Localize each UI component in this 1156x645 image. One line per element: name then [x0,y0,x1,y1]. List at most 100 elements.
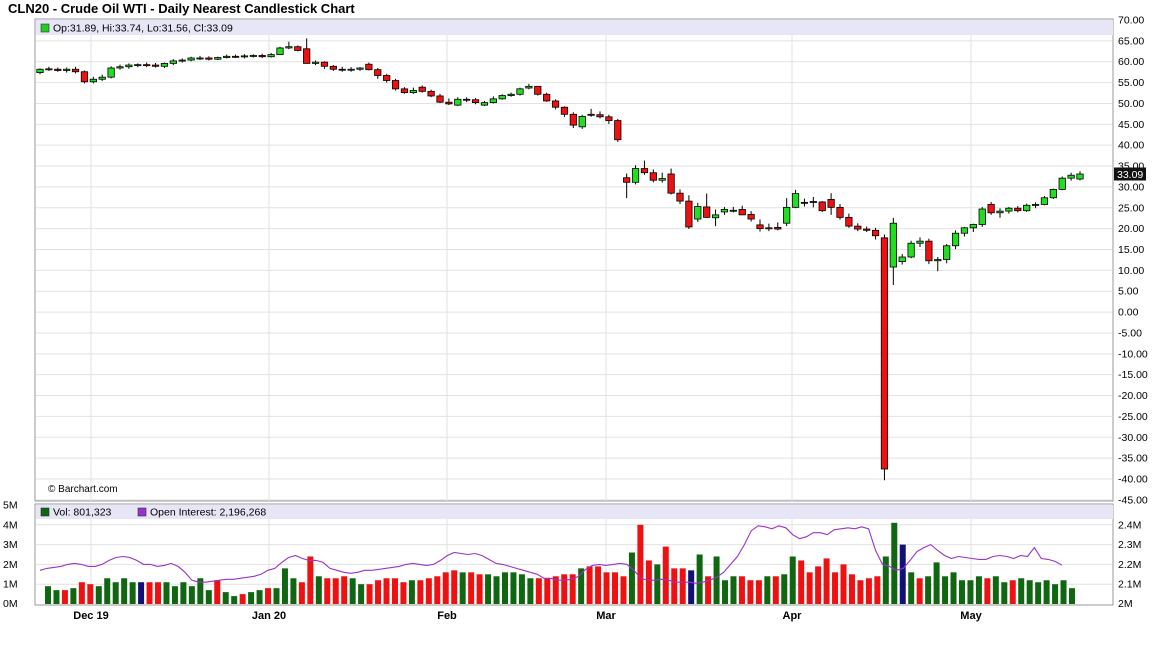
candle [934,257,942,272]
volume-bar [248,592,255,604]
candle-body [800,201,809,204]
candle [231,54,240,58]
candle [560,106,569,117]
volume-bar [468,572,475,604]
candle-body [160,62,169,67]
candle [151,62,160,68]
candle [276,46,284,56]
candle-body [436,95,444,103]
candle [898,254,906,265]
volume-bar [61,590,68,604]
y-tick-label: 2.3M [1118,539,1141,551]
x-axis: Dec 19 Jan 20 Feb Mar Apr May [73,610,982,622]
volume-bar [823,558,830,604]
candle-body [365,63,373,71]
candle [623,173,631,199]
volume-bar [290,578,297,604]
volume-bar [840,564,847,604]
volume-bar [806,572,813,604]
candle-body [169,60,177,64]
volume-bar [256,590,263,604]
candle [818,201,826,212]
candle [160,62,169,68]
volume-bar [1009,580,1016,604]
candle [436,93,444,104]
candle [925,238,933,265]
candle [525,83,533,90]
volume-bar [493,576,500,604]
volume-bar [967,580,974,604]
candle [187,56,195,62]
volume-bar [324,578,331,604]
candle-body [845,216,853,227]
candle [338,66,346,72]
volume-bar [764,576,771,604]
y-tick-label: -45.00 [1118,494,1148,506]
volume-bar [434,576,441,604]
candle [809,196,817,208]
y-tick-label: 2M [3,559,18,571]
volume-bar [53,590,60,604]
price-y-axis: 70.0065.0060.0055.0050.0045.0040.0035.00… [1118,15,1148,507]
candle-body [1014,207,1022,212]
candle-body [889,222,897,268]
volume-bar [772,576,779,604]
candle-body [249,55,257,57]
candle [196,55,204,61]
last-price-bg [1114,167,1146,181]
candle [720,206,729,215]
candle [89,76,97,84]
candle-body [240,55,249,58]
y-tick-label: 4M [3,519,18,531]
volume-bar [544,578,551,604]
y-tick-label: -25.00 [1118,411,1148,423]
candle [223,54,231,59]
candle [951,230,960,250]
candle-body [347,68,355,71]
candle [827,193,835,215]
volume-bar [713,556,720,604]
last-price-label: 33.09 [1117,169,1143,181]
volume-bar [112,582,119,604]
candle [80,70,89,84]
volume-bar [688,570,695,604]
y-tick-label: -35.00 [1118,453,1148,465]
volume-bar [332,578,339,604]
volume-bar [620,576,627,604]
volume-bar [798,560,805,604]
candle [996,208,1004,218]
candle-body [187,57,195,61]
candle [169,59,177,66]
candle-body [978,208,986,225]
candle [418,85,426,93]
volume-bar [882,556,889,604]
candle-body [303,48,311,64]
candle-body [987,204,995,214]
volume-bar [307,556,314,604]
volume-bar [645,560,652,604]
candle-body [534,85,542,95]
candle-body [720,209,729,213]
candle-body [969,224,977,229]
candle-body [463,98,471,101]
volume-bar [857,580,864,604]
volume-bar [569,574,576,604]
candle [747,211,755,222]
volume-bar [163,582,170,604]
candle-body [116,66,124,69]
candle [267,52,275,58]
volume-bar [231,596,238,604]
candle-body [943,245,951,260]
candle [258,53,266,58]
volume-bar [535,578,542,604]
candle-body [1049,189,1057,199]
volume-bar [485,574,492,604]
volume-bar [958,580,965,604]
candle [356,67,364,71]
volume-bar [129,582,136,604]
candle-body [418,86,426,92]
candle-body [551,100,560,108]
candle-body [605,116,613,121]
candle-body [98,76,106,80]
candle [1076,171,1084,181]
